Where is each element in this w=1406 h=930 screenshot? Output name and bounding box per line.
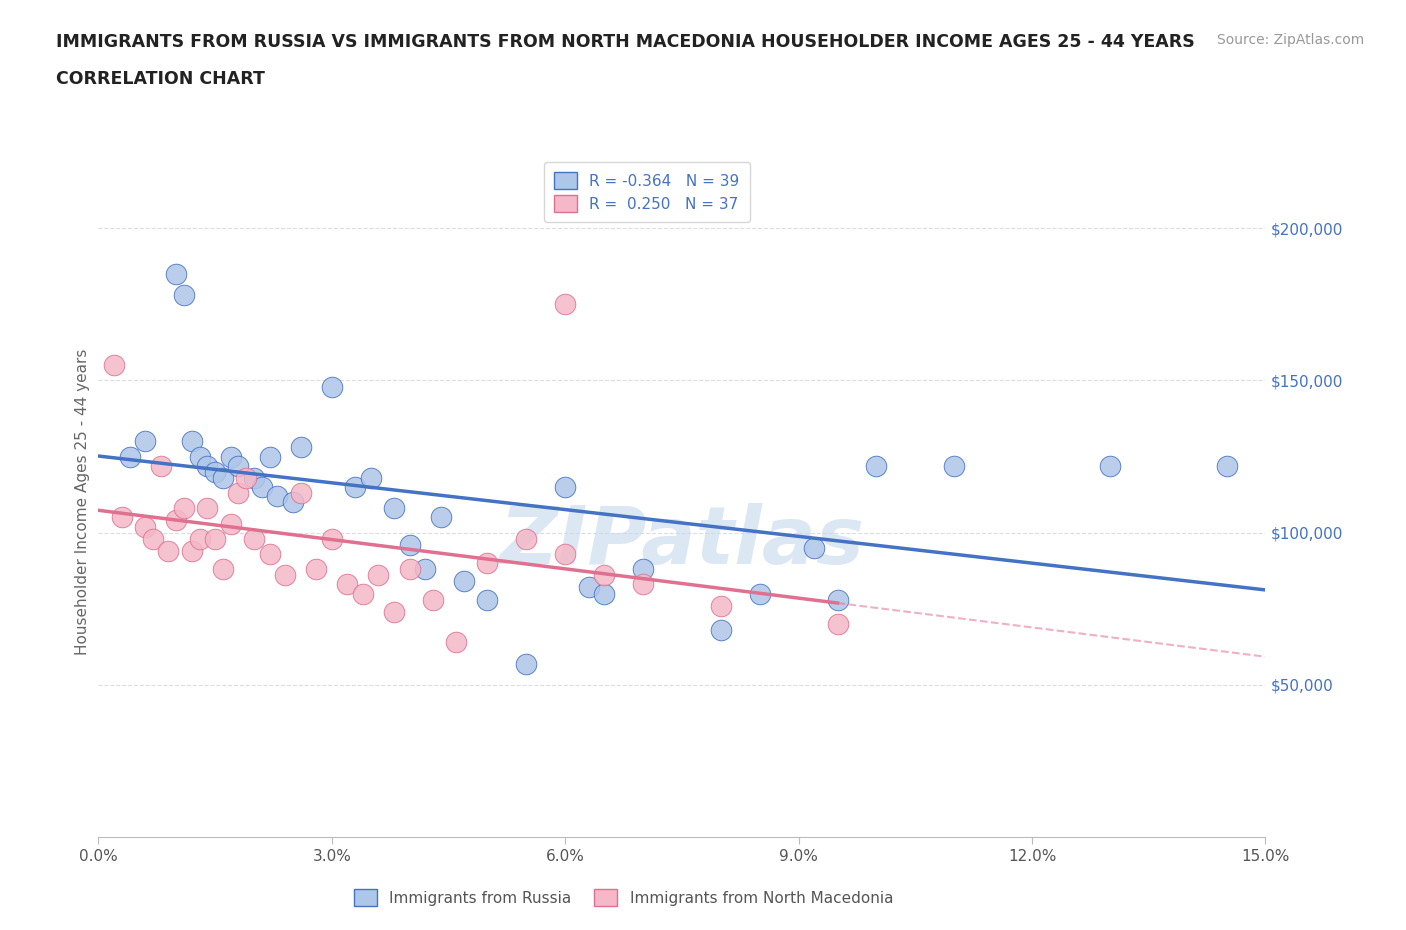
Point: [173, 501, 195, 516]
Point: [352, 586, 374, 601]
Point: [212, 562, 235, 577]
Text: CORRELATION CHART: CORRELATION CHART: [56, 70, 266, 87]
Point: [165, 267, 187, 282]
Point: [204, 531, 226, 546]
Point: [134, 434, 156, 449]
Point: [422, 592, 444, 607]
Point: [103, 358, 125, 373]
Point: [344, 480, 367, 495]
Point: [827, 592, 849, 607]
Point: [321, 379, 343, 394]
Point: [515, 531, 537, 546]
Point: [336, 577, 359, 591]
Point: [1098, 458, 1121, 473]
Point: [274, 568, 297, 583]
Legend: Immigrants from Russia, Immigrants from North Macedonia: Immigrants from Russia, Immigrants from …: [343, 878, 904, 916]
Point: [413, 562, 436, 577]
Point: [477, 555, 499, 570]
Text: ZIPatlas: ZIPatlas: [499, 503, 865, 581]
Point: [453, 574, 475, 589]
Point: [290, 440, 312, 455]
Point: [382, 501, 405, 516]
Point: [118, 449, 141, 464]
Point: [360, 471, 382, 485]
Point: [188, 531, 211, 546]
Point: [188, 449, 211, 464]
Point: [157, 543, 180, 558]
Text: Source: ZipAtlas.com: Source: ZipAtlas.com: [1216, 33, 1364, 46]
Point: [865, 458, 887, 473]
Point: [243, 531, 266, 546]
Point: [446, 635, 468, 650]
Point: [243, 471, 266, 485]
Y-axis label: Householder Income Ages 25 - 44 years: Householder Income Ages 25 - 44 years: [75, 349, 90, 656]
Point: [554, 547, 576, 562]
Point: [212, 471, 235, 485]
Point: [382, 604, 405, 619]
Point: [259, 547, 281, 562]
Point: [165, 513, 187, 528]
Point: [803, 540, 825, 555]
Point: [321, 531, 343, 546]
Point: [367, 568, 389, 583]
Point: [515, 656, 537, 671]
Point: [827, 617, 849, 631]
Point: [219, 449, 242, 464]
Point: [710, 622, 733, 637]
Point: [219, 516, 242, 531]
Point: [204, 464, 226, 479]
Point: [748, 586, 770, 601]
Point: [259, 449, 281, 464]
Point: [631, 577, 654, 591]
Point: [266, 488, 288, 503]
Point: [398, 538, 420, 552]
Point: [250, 480, 273, 495]
Point: [111, 510, 134, 525]
Point: [142, 531, 165, 546]
Point: [281, 495, 304, 510]
Point: [593, 568, 616, 583]
Point: [578, 580, 600, 595]
Point: [593, 586, 616, 601]
Point: [149, 458, 172, 473]
Point: [228, 458, 250, 473]
Point: [134, 519, 156, 534]
Point: [228, 485, 250, 500]
Point: [173, 287, 195, 302]
Point: [554, 297, 576, 312]
Point: [305, 562, 328, 577]
Point: [554, 480, 576, 495]
Point: [180, 434, 202, 449]
Point: [235, 471, 257, 485]
Point: [477, 592, 499, 607]
Point: [429, 510, 451, 525]
Text: IMMIGRANTS FROM RUSSIA VS IMMIGRANTS FROM NORTH MACEDONIA HOUSEHOLDER INCOME AGE: IMMIGRANTS FROM RUSSIA VS IMMIGRANTS FRO…: [56, 33, 1195, 50]
Point: [710, 598, 733, 613]
Point: [943, 458, 966, 473]
Point: [195, 501, 218, 516]
Point: [398, 562, 420, 577]
Point: [180, 543, 202, 558]
Point: [1215, 458, 1237, 473]
Point: [195, 458, 218, 473]
Point: [290, 485, 312, 500]
Point: [631, 562, 654, 577]
